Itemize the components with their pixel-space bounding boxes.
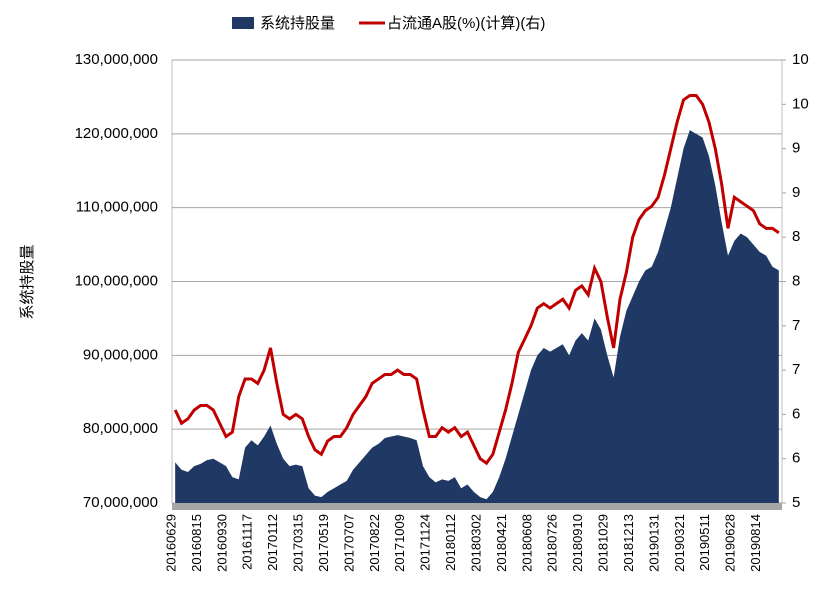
y-tick-label: 100,000,000 [75,272,158,289]
x-tick-label: 20181029 [596,514,611,572]
y-tick-label: 90,000,000 [83,346,158,363]
y2-tick-label: 6 [792,405,800,422]
y2-tick-label: 7 [792,317,800,334]
legend-label: 系统持股量 [260,15,335,32]
x-tick-label: 20160629 [163,514,178,572]
x-tick-label: 20160930 [214,514,229,572]
x-tick-label: 20190628 [723,514,738,572]
x-tick-label: 20190321 [672,514,687,572]
x-axis-band [172,503,782,510]
x-tick-label: 20180302 [468,514,483,572]
y2-tick-label: 10 [792,95,809,112]
x-tick-label: 20170112 [265,514,280,571]
x-tick-label: 20171009 [392,514,407,572]
x-tick-label: 20180421 [494,514,509,572]
legend-label: 占流通A股(%)(计算)(右) [387,14,545,32]
y-axis-title: 系统持股量 [19,244,36,319]
y2-tick-label: 7 [792,361,800,378]
x-tick-label: 20171124 [418,514,433,571]
x-tick-label: 20180726 [545,514,560,572]
x-tick-label: 20161117 [240,514,255,570]
x-tick-label: 20170707 [341,514,356,572]
x-tick-label: 20181213 [621,514,636,572]
y2-tick-label: 9 [792,140,800,157]
y2-tick-label: 6 [792,450,800,467]
x-tick-label: 20190131 [646,514,661,572]
x-tick-label: 20180910 [570,514,585,572]
x-tick-label: 20190814 [748,514,763,572]
legend-swatch [232,17,254,29]
y-tick-label: 110,000,000 [76,199,158,216]
y2-tick-label: 5 [792,494,800,511]
y-tick-label: 120,000,000 [75,125,158,142]
x-tick-label: 20170519 [316,514,331,572]
x-tick-label: 20180112 [443,514,458,571]
y-tick-label: 70,000,000 [83,494,158,511]
x-tick-label: 20170315 [291,514,306,572]
y-tick-label: 130,000,000 [75,51,158,68]
area [175,130,779,503]
y-tick-label: 80,000,000 [83,420,158,437]
x-tick-label: 20170822 [367,514,382,572]
y2-tick-label: 10 [792,51,809,68]
x-tick-label: 20180608 [519,514,534,572]
x-tick-label: 20190511 [697,514,712,571]
y2-tick-label: 8 [792,272,800,289]
y2-tick-label: 9 [792,184,800,201]
line [173,93,780,466]
y2-tick-label: 8 [792,228,800,245]
x-tick-label: 20160815 [189,514,204,572]
